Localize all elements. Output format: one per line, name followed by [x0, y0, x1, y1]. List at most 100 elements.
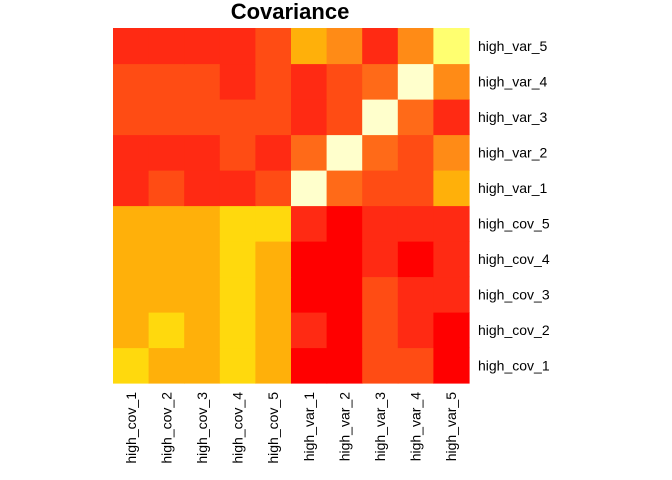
- heatmap-cell-high_var_3-high_cov_3: [184, 99, 221, 136]
- heatmap-cell-high_var_3-high_cov_5: [255, 99, 292, 136]
- heatmap-cell-high_cov_1-high_cov_4: [219, 347, 256, 384]
- heatmap-cell-high_cov_1-high_var_3: [362, 347, 399, 384]
- heatmap-cell-high_var_5-high_var_3: [362, 28, 399, 65]
- heatmap-cell-high_var_3-high_var_5: [433, 99, 470, 136]
- heatmap-cell-high_cov_2-high_var_3: [362, 312, 399, 349]
- heatmap-cell-high_var_4-high_cov_5: [255, 63, 292, 100]
- heatmap-cell-high_cov_5-high_var_3: [362, 205, 399, 242]
- heatmap-cell-high_var_1-high_var_4: [397, 170, 434, 207]
- heatmap-cell-high_cov_3-high_cov_5: [255, 276, 292, 313]
- heatmap-cell-high_var_5-high_cov_5: [255, 28, 292, 65]
- x-tick-label: high_cov_1: [123, 392, 139, 464]
- heatmap-cell-high_var_3-high_var_3: [362, 99, 399, 136]
- x-tick-label: high_cov_2: [158, 392, 174, 464]
- heatmap-cell-high_cov_3-high_var_1: [291, 276, 328, 313]
- heatmap-cell-high_cov_5-high_var_5: [433, 205, 470, 242]
- heatmap-cell-high_var_1-high_var_3: [362, 170, 399, 207]
- heatmap-cell-high_cov_3-high_cov_1: [113, 276, 150, 313]
- x-tick-label: high_var_3: [372, 392, 388, 461]
- heatmap-cell-high_cov_1-high_var_5: [433, 347, 470, 384]
- heatmap-cell-high_var_4-high_cov_2: [148, 63, 185, 100]
- heatmap-cell-high_cov_3-high_cov_2: [148, 276, 185, 313]
- heatmap-cell-high_cov_3-high_var_3: [362, 276, 399, 313]
- x-tick-label: high_var_4: [408, 392, 424, 461]
- heatmap-cell-high_cov_4-high_var_4: [397, 241, 434, 278]
- heatmap-cell-high_var_2-high_cov_4: [219, 134, 256, 171]
- y-tick-label: high_cov_1: [478, 357, 550, 373]
- heatmap-cell-high_cov_1-high_cov_2: [148, 347, 185, 384]
- heatmap-cell-high_var_1-high_cov_2: [148, 170, 185, 207]
- heatmap-cell-high_cov_5-high_cov_2: [148, 205, 185, 242]
- heatmap-cell-high_var_3-high_var_1: [291, 99, 328, 136]
- heatmap-cell-high_var_2-high_cov_3: [184, 134, 221, 171]
- heatmap-cell-high_var_3-high_cov_1: [113, 99, 150, 136]
- heatmap-cell-high_cov_5-high_cov_4: [219, 205, 256, 242]
- heatmap-cell-high_cov_4-high_var_2: [326, 241, 363, 278]
- heatmap-cell-high_cov_4-high_cov_3: [184, 241, 221, 278]
- heatmap-cell-high_var_5-high_var_5: [433, 28, 470, 65]
- heatmap-cell-high_var_4-high_var_1: [291, 63, 328, 100]
- heatmap-cell-high_var_5-high_cov_1: [113, 28, 150, 65]
- heatmap-cell-high_var_2-high_var_4: [397, 134, 434, 171]
- x-tick-label: high_var_5: [443, 392, 459, 461]
- heatmap-cell-high_var_3-high_cov_4: [219, 99, 256, 136]
- heatmap-cell-high_cov_2-high_cov_3: [184, 312, 221, 349]
- heatmap-cell-high_var_4-high_var_3: [362, 63, 399, 100]
- heatmap-cell-high_cov_1-high_cov_1: [113, 347, 150, 384]
- heatmap-cell-high_var_2-high_cov_5: [255, 134, 292, 171]
- heatmap-cell-high_cov_1-high_cov_5: [255, 347, 292, 384]
- heatmap-cell-high_cov_2-high_var_1: [291, 312, 328, 349]
- heatmap-cell-high_cov_3-high_cov_3: [184, 276, 221, 313]
- heatmap-cell-high_cov_4-high_var_5: [433, 241, 470, 278]
- heatmap-cell-high_var_5-high_cov_3: [184, 28, 221, 65]
- heatmap-cell-high_cov_2-high_cov_4: [219, 312, 256, 349]
- heatmap-cell-high_var_1-high_var_1: [291, 170, 328, 207]
- heatmap-cell-high_cov_5-high_cov_1: [113, 205, 150, 242]
- heatmap-cell-high_cov_4-high_cov_4: [219, 241, 256, 278]
- y-tick-label: high_var_1: [478, 180, 547, 196]
- heatmap-cell-high_var_5-high_cov_4: [219, 28, 256, 65]
- heatmap-cell-high_cov_4-high_cov_1: [113, 241, 150, 278]
- y-tick-labels: high_cov_1 high_cov_2 high_cov_3 high_cov_4…: [478, 38, 550, 374]
- heatmap-cell-high_var_2-high_cov_1: [113, 134, 150, 171]
- heatmap-cell-high_cov_3-high_var_2: [326, 276, 363, 313]
- heatmap-cell-high_var_4-high_cov_4: [219, 63, 256, 100]
- heatmap-cell-high_var_5-high_cov_2: [148, 28, 185, 65]
- heatmap-cell-high_cov_3-high_var_4: [397, 276, 434, 313]
- heatmap-cell-high_var_5-high_var_2: [326, 28, 363, 65]
- heatmap-cell-high_var_3-high_var_2: [326, 99, 363, 136]
- heatmap-cell-high_var_4-high_cov_3: [184, 63, 221, 100]
- heatmap-cell-high_cov_3-high_cov_4: [219, 276, 256, 313]
- heatmap-cell-high_cov_5-high_cov_5: [255, 205, 292, 242]
- heatmap-cell-high_var_2-high_cov_2: [148, 134, 185, 171]
- y-tick-label: high_cov_5: [478, 215, 550, 231]
- heatmap-cell-high_cov_1-high_var_1: [291, 347, 328, 384]
- y-tick-label: high_cov_4: [478, 251, 550, 267]
- heatmap-cell-high_cov_1-high_var_2: [326, 347, 363, 384]
- heatmap-cell-high_cov_2-high_cov_2: [148, 312, 185, 349]
- x-tick-label: high_cov_4: [230, 392, 246, 464]
- x-tick-label: high_var_1: [301, 392, 317, 461]
- heatmap-cell-high_var_5-high_var_4: [397, 28, 434, 65]
- heatmap-cell-high_var_4-high_var_5: [433, 63, 470, 100]
- heatmap-cell-high_cov_2-high_var_2: [326, 312, 363, 349]
- heatmap-cell-high_var_1-high_var_2: [326, 170, 363, 207]
- heatmap-cell-high_cov_1-high_var_4: [397, 347, 434, 384]
- y-tick-label: high_var_5: [478, 38, 547, 54]
- x-tick-label: high_cov_3: [194, 392, 210, 464]
- heatmap-cell-high_cov_5-high_var_4: [397, 205, 434, 242]
- heatmap-cell-high_var_4-high_var_4: [397, 63, 434, 100]
- heatmap-cell-high_var_5-high_var_1: [291, 28, 328, 65]
- chart-title: Covariance: [231, 0, 350, 24]
- heatmap-cell-high_cov_4-high_cov_5: [255, 241, 292, 278]
- heatmap-cells: [113, 28, 470, 384]
- heatmap-cell-high_var_2-high_var_3: [362, 134, 399, 171]
- heatmap-cell-high_cov_2-high_var_4: [397, 312, 434, 349]
- heatmap-cell-high_cov_4-high_var_3: [362, 241, 399, 278]
- heatmap-cell-high_cov_2-high_cov_5: [255, 312, 292, 349]
- heatmap-cell-high_var_3-high_var_4: [397, 99, 434, 136]
- heatmap-cell-high_var_1-high_cov_5: [255, 170, 292, 207]
- heatmap-cell-high_var_4-high_cov_1: [113, 63, 150, 100]
- heatmap-cell-high_cov_2-high_var_5: [433, 312, 470, 349]
- heatmap-cell-high_var_4-high_var_2: [326, 63, 363, 100]
